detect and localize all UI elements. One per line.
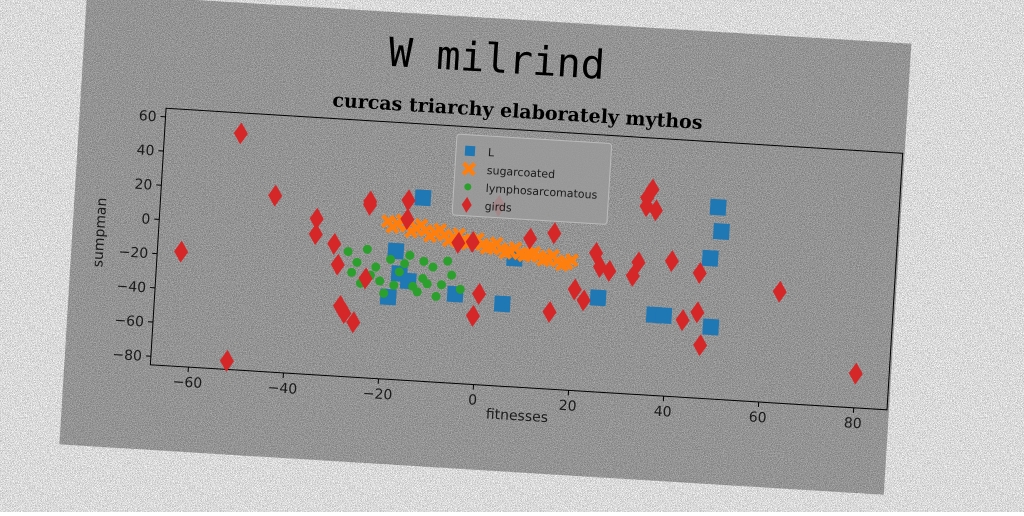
data-point (713, 223, 730, 240)
y-tick-label: −20 (118, 244, 148, 262)
y-tick-label: −80 (112, 347, 142, 365)
y-tick-label: 20 (134, 177, 153, 194)
y-tick-label: −40 (116, 278, 146, 296)
x-tick-label: 20 (558, 398, 577, 415)
x-tick-label: −60 (172, 374, 202, 392)
x-tick-label: 60 (748, 409, 767, 426)
y-tick-label: 0 (141, 211, 151, 228)
data-point (702, 250, 719, 267)
data-point (710, 199, 727, 216)
x-tick-label: 0 (468, 392, 478, 409)
y-tick-label: −60 (114, 313, 144, 331)
data-point (590, 289, 607, 306)
y-tick-label: 60 (138, 108, 157, 125)
data-point (702, 318, 719, 335)
data-point (655, 307, 672, 324)
data-point (414, 189, 431, 206)
x-tick-label: −20 (362, 386, 392, 404)
legend-label: girds (484, 200, 512, 215)
y-tick-label: 40 (136, 142, 155, 159)
x-tick-label: −40 (267, 380, 297, 398)
data-point (494, 295, 511, 312)
x-tick-label: 80 (843, 415, 862, 432)
legend-marker (465, 146, 476, 157)
x-tick-label: 40 (653, 404, 672, 421)
figure-panel: W milrind curcas triarchy elaborately my… (59, 0, 911, 495)
